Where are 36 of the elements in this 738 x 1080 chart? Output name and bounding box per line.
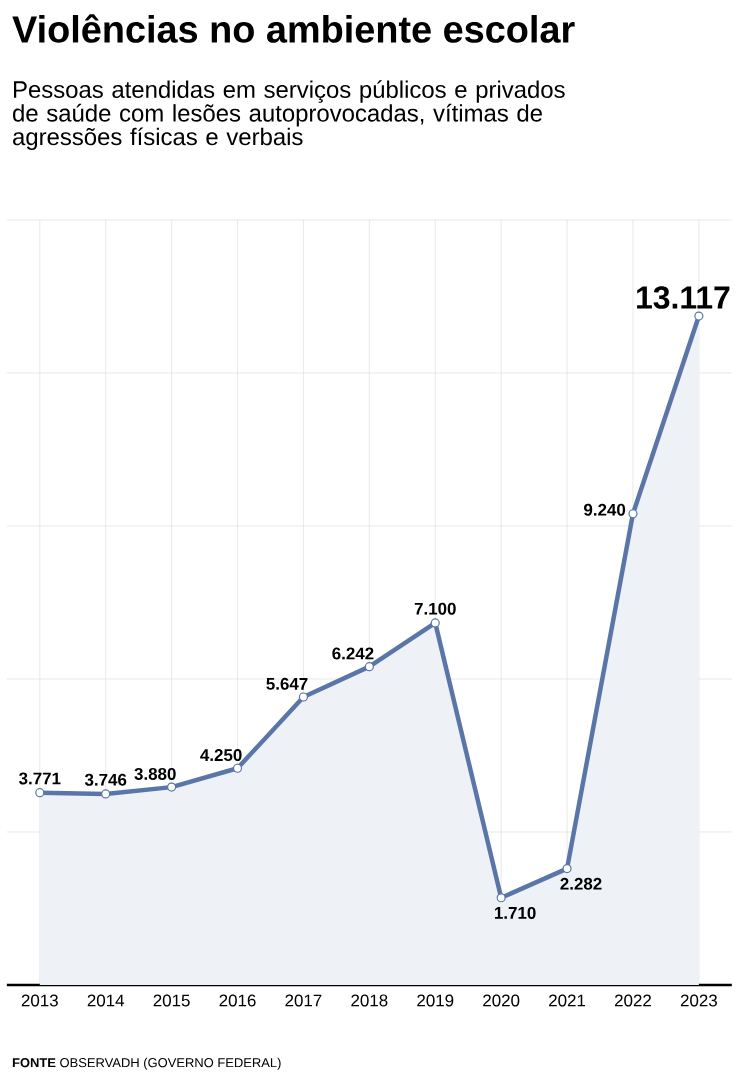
data-label: 2.282 (560, 877, 602, 890)
x-tick-label: 2016 (219, 994, 256, 1007)
point (562, 864, 572, 874)
point (496, 893, 506, 903)
data-label: 3.746 (84, 773, 127, 786)
chart-title: Violências no ambiente escolar (12, 14, 575, 43)
data-label: 5.647 (266, 677, 308, 690)
point (167, 782, 177, 792)
x-tick-label: 2021 (549, 994, 586, 1007)
x-tick-label: 2019 (417, 994, 454, 1007)
point (298, 692, 309, 702)
x-tick-label: 2018 (351, 994, 388, 1007)
data-label: 6.242 (332, 647, 374, 660)
data-label: 4.250 (200, 749, 242, 762)
x-tick-label: 2023 (680, 994, 718, 1007)
chart-subtitle: Pessoas atendidas em serviços públicos e privados de saúde com lesões autoprovocadas, vítimas de agressões físicas e verbais (13, 80, 565, 150)
data-label: 3.771 (19, 772, 61, 785)
point (430, 618, 440, 628)
x-tick-label: 2014 (87, 994, 125, 1007)
point (628, 509, 638, 519)
data-label: 3.880 (134, 767, 176, 780)
x-tick-label: 2022 (615, 994, 652, 1007)
data-label: 9.240 (584, 503, 626, 516)
point (694, 311, 704, 321)
text: FONTE OBSERVADH (GOVERNO FEDERAL) (12, 1057, 281, 1070)
data-label: 13.117 (637, 286, 730, 309)
point (35, 788, 45, 798)
x-tick-label: 2015 (153, 994, 190, 1007)
point (364, 662, 374, 672)
point (101, 789, 111, 799)
x-tick-label: 2020 (483, 994, 520, 1007)
point (233, 763, 243, 773)
data-label: 1.710 (495, 906, 536, 919)
data-label: 7.100 (414, 602, 456, 615)
x-tick-label: 2013 (21, 994, 58, 1007)
x-tick-label: 2017 (285, 994, 322, 1007)
